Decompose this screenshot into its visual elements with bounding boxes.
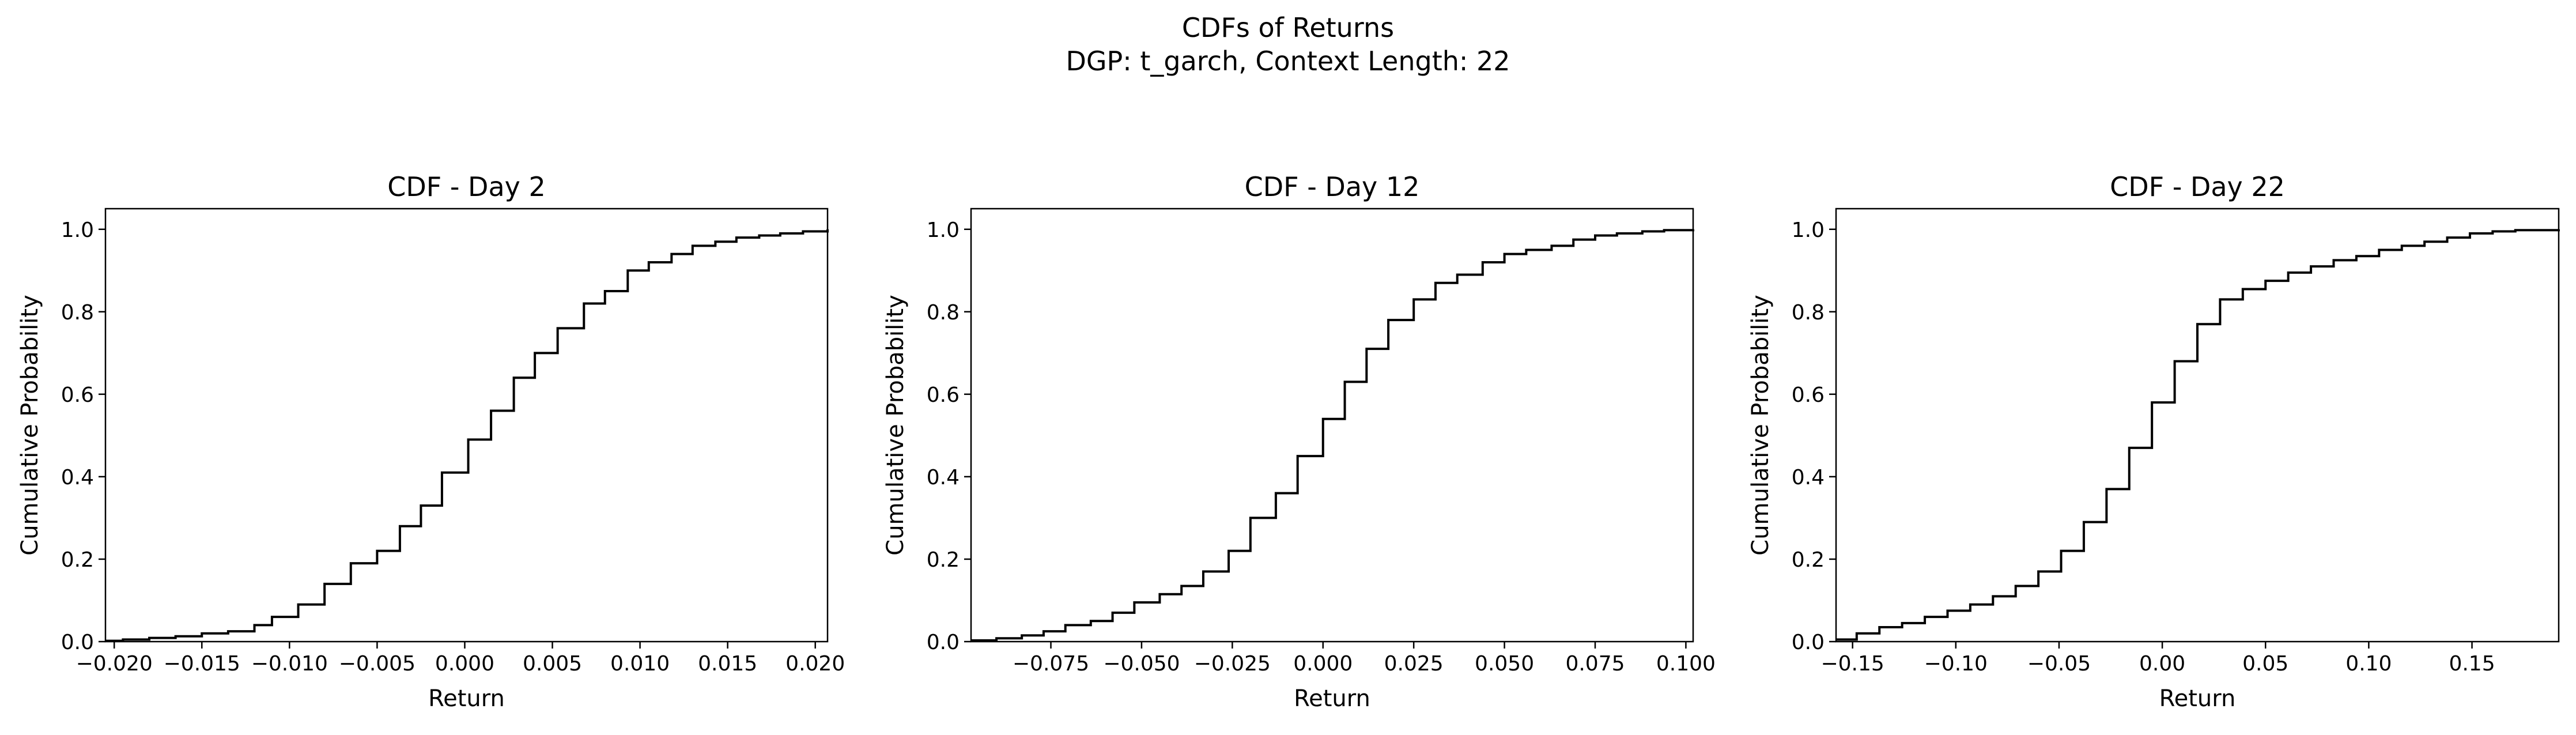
subplot-title: CDF - Day 22 [2110,171,2285,202]
y-tick-label: 0.8 [1792,301,1825,325]
x-tick-label: 0.100 [1656,652,1716,676]
subplot-2: CDF - Day 12 −0.075 −0.050 −0.025 0.000 0.025… [882,171,1716,712]
x-tick-label: 0.15 [2449,652,2495,676]
x-tick-label: −0.020 [76,652,153,676]
y-tick-label: 0.2 [927,548,960,572]
y-tick-label: 0.0 [61,631,94,654]
y-axis-label: Cumulative Probability [1747,295,1774,555]
y-tick-label: 0.2 [1792,548,1825,572]
y-tick-label: 0.0 [927,631,960,654]
plot-frame [970,208,1694,643]
x-tick-label: −0.010 [251,652,328,676]
y-axis-label: Cumulative Probability [882,295,909,555]
y-tick-label: 0.8 [61,301,94,325]
x-tick-label: 0.000 [1293,652,1353,676]
x-tick-label: 0.000 [435,652,494,676]
y-tick-label: 0.2 [61,548,94,572]
figure-title-line-2: DGP: t_garch, Context Length: 22 [1066,46,1510,77]
x-axis-label: Return [428,685,505,712]
x-axis-label: Return [2159,685,2236,712]
x-tick-label: −0.050 [1103,652,1180,676]
y-tick-label: 1.0 [927,218,960,242]
subplot-title: CDF - Day 12 [1245,171,1420,202]
figure-title-line-1: CDFs of Returns [1182,12,1394,43]
y-tick-label: 0.6 [61,383,94,407]
plot-frame [1835,208,2560,643]
plot-frame [104,208,829,643]
y-tick-label: 1.0 [1792,218,1825,242]
x-tick-label: 0.075 [1565,652,1625,676]
cdf-step-line [105,229,829,642]
y-tick-label: 0.4 [61,466,94,489]
x-tick-label: −0.075 [1013,652,1089,676]
x-tick-label: 0.005 [523,652,582,676]
x-tick-label: −0.15 [1820,652,1884,676]
x-tick-label: −0.005 [339,652,416,676]
cdf-step-line [971,229,1694,642]
y-tick-label: 0.4 [1792,466,1825,489]
x-tick-label: −0.025 [1194,652,1271,676]
x-tick-label: 0.015 [698,652,757,676]
x-tick-label: 0.025 [1384,652,1444,676]
x-tick-label: −0.05 [2027,652,2091,676]
y-tick-label: 0.0 [1792,631,1825,654]
cdf-step-line [1836,229,2560,641]
y-tick-label: 0.6 [1792,383,1825,407]
y-tick-label: 1.0 [61,218,94,242]
x-axis-label: Return [1294,685,1370,712]
y-tick-label: 0.6 [927,383,960,407]
x-tick-label: −0.015 [164,652,240,676]
y-tick-label: 0.8 [927,301,960,325]
x-tick-label: 0.05 [2242,652,2288,676]
x-tick-label: 0.10 [2345,652,2392,676]
subplot-title: CDF - Day 2 [387,171,546,202]
subplot-3: CDF - Day 22 −0.15 −0.10 −0.05 0.00 0.05 0.10 0… [1747,171,2560,712]
y-tick-label: 0.4 [927,466,960,489]
x-tick-label: 0.050 [1475,652,1534,676]
x-tick-label: 0.010 [610,652,670,676]
x-tick-label: 0.00 [2139,652,2185,676]
y-axis-label: Cumulative Probability [17,295,43,555]
subplots: CDF - Day 2−0.020 −0.015 −0.010 −0.005 0.000… [17,171,2560,712]
x-tick-label: −0.10 [1924,652,1988,676]
subplot-1: CDF - Day 2 −0.020 −0.015 −0.010 −0.005 0.000… [17,171,845,712]
x-tick-label: 0.020 [785,652,845,676]
